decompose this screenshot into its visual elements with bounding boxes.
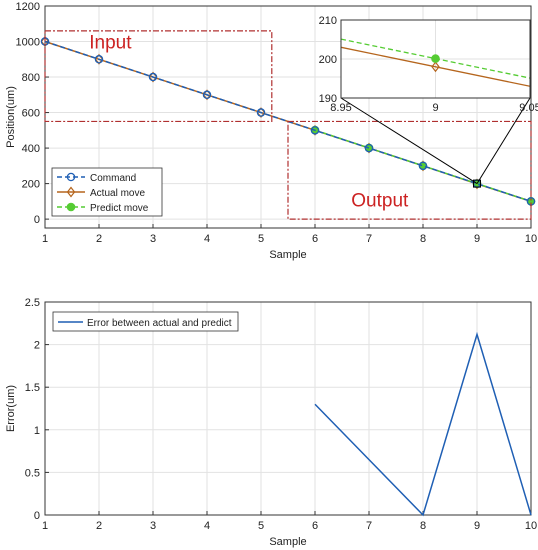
top-x-tick-label: 4 [204, 233, 210, 245]
bottom-plot-frame [44, 301, 532, 516]
inset-connector-line [476, 97, 531, 184]
annotation-box-output [287, 120, 532, 220]
top-y-tick-label: 1200 [16, 1, 40, 13]
inset-axes: 8.95 9 9.05 190 200 210 [319, 15, 538, 114]
inset-x-tick-label: 9 [432, 102, 438, 114]
legend-label: Error between actual and predict [87, 318, 232, 329]
bottom-x-tick-label: 5 [258, 520, 264, 532]
top-y-tick-label: 1000 [16, 37, 40, 49]
top-y-axis-label: Position(um) [5, 86, 17, 148]
bottom-axes: 1 2 3 4 5 6 7 8 9 10 0 0.5 1 1.5 2 2.5 Sample Error(um) [5, 297, 537, 548]
top-x-tick-label: 8 [420, 233, 426, 245]
top-y-tick-label: 600 [22, 108, 40, 120]
point-marker [66, 172, 76, 182]
inset-connector-line [340, 97, 478, 185]
bottom-y-tick-label: 0.5 [25, 467, 40, 479]
point-marker [256, 108, 266, 117]
top-y-tick-label: 0 [34, 214, 40, 226]
point-marker [94, 55, 104, 64]
series-line [314, 331, 532, 517]
top-x-tick-label: 10 [525, 233, 537, 245]
top-x-axis-label: Sample [269, 249, 306, 261]
top-x-tick-label: 9 [474, 233, 480, 245]
bottom-plot-background [45, 302, 531, 515]
top-y-tick-label: 800 [22, 72, 40, 84]
bottom-x-tick-label: 10 [525, 520, 537, 532]
bottom-x-tick-label: 2 [96, 520, 102, 532]
bottom-x-tick-label: 7 [366, 520, 372, 532]
bottom-x-axis-label: Sample [269, 536, 306, 548]
bottom-x-tick-label: 3 [150, 520, 156, 532]
bottom-y-axis-label: Error(um) [5, 385, 17, 432]
bottom-y-tick-label: 2.5 [25, 297, 40, 309]
point-marker [148, 72, 158, 82]
inset-series-actual-move [341, 46, 530, 87]
annotation-label-output: Output [351, 191, 409, 212]
bottom-x-tick-label: 1 [42, 520, 48, 532]
point-marker [66, 186, 76, 198]
top-x-tick-label: 7 [366, 233, 372, 245]
inset-actual-line [341, 46, 530, 87]
inset-y-tick-label: 210 [319, 15, 337, 27]
bottom-y-tick-label: 2 [34, 340, 40, 352]
inset-focus-box [473, 179, 481, 188]
legend-label: Command [90, 173, 136, 184]
top-x-tick-label: 3 [150, 233, 156, 245]
inset-x-tick-label: 8.95 [330, 102, 351, 114]
bottom-y-tick-label: 1 [34, 425, 40, 437]
annotation-label-input: Input [89, 33, 132, 54]
series-line [44, 40, 532, 203]
legend-box [52, 311, 239, 332]
bottom-y-tick-label: 1.5 [25, 382, 40, 394]
point-marker [431, 61, 440, 73]
bottom-y-tick-label: 0 [34, 510, 40, 522]
inset-y-tick-label: 190 [319, 93, 337, 105]
inset-x-tick-label: 9.05 [519, 102, 538, 114]
legend-label: Predict move [90, 203, 149, 214]
top-x-tick-label: 1 [42, 233, 48, 245]
point-marker [66, 202, 76, 212]
inset-y-tick-label: 200 [319, 54, 337, 66]
series-error-between-actual-and-predict [314, 331, 532, 517]
annotation-box-input [44, 30, 273, 123]
top-x-tick-label: 2 [96, 233, 102, 245]
point-marker [418, 161, 428, 171]
point-marker [202, 89, 212, 101]
point-marker [364, 143, 374, 153]
inset-series-predict-move [341, 38, 530, 79]
point-marker [40, 36, 50, 47]
bottom-x-tick-label: 9 [474, 520, 480, 532]
bottom-x-tick-label: 6 [312, 520, 318, 532]
top-legend: Command Actual move Predict move [51, 167, 163, 217]
bottom-x-tick-label: 4 [204, 520, 210, 532]
point-marker [94, 53, 104, 65]
top-x-tick-label: 6 [312, 233, 318, 245]
bottom-legend: Error between actual and predict [52, 311, 239, 332]
legend-label: Actual move [90, 188, 145, 199]
top-y-tick-label: 200 [22, 179, 40, 191]
top-y-tick-label: 400 [22, 143, 40, 155]
point-marker [431, 54, 440, 63]
inset-frame [340, 19, 531, 99]
point-marker [202, 90, 212, 100]
bottom-x-tick-label: 8 [420, 520, 426, 532]
point-marker [310, 126, 320, 135]
top-x-tick-label: 5 [258, 233, 264, 245]
point-marker [148, 71, 158, 83]
